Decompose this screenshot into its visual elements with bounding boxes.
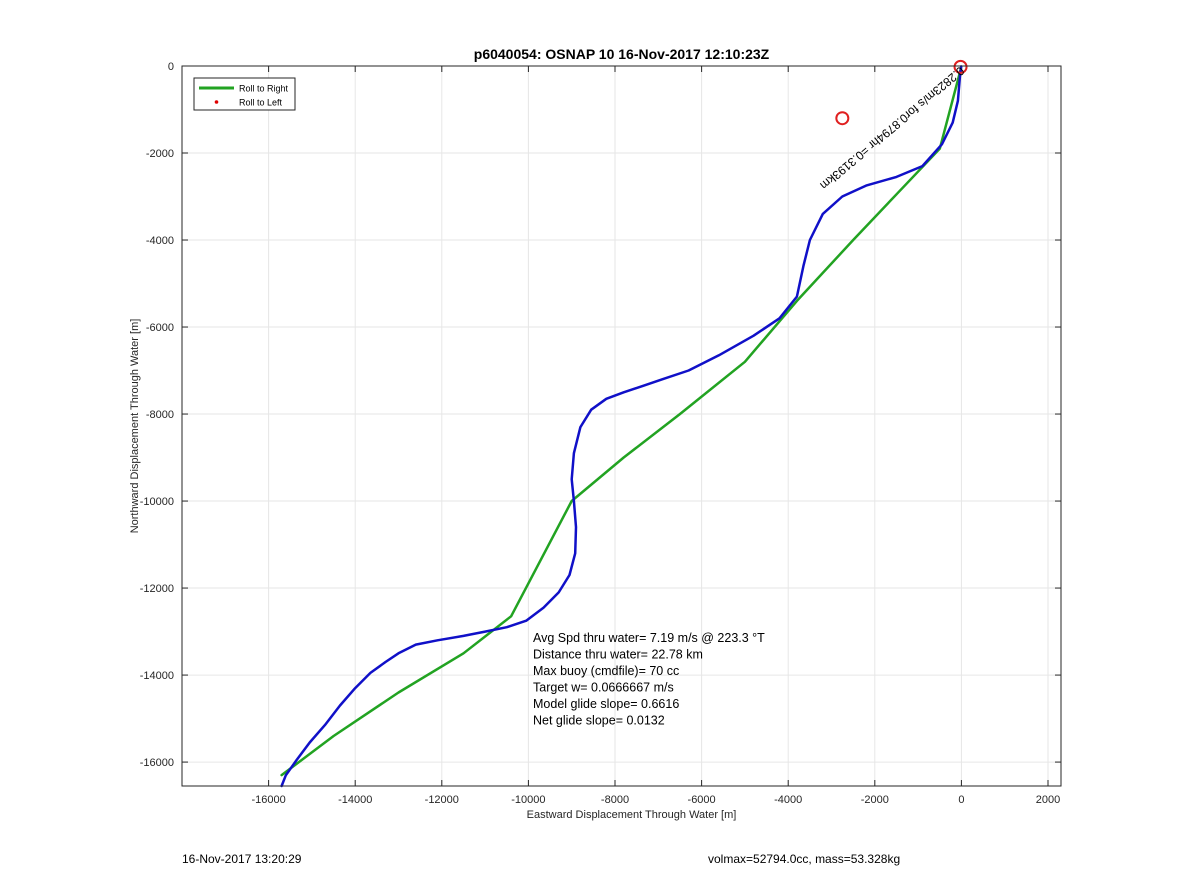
x-tick-label: -6000: [688, 794, 716, 806]
x-tick-label: -12000: [425, 794, 459, 806]
y-tick-label: -12000: [140, 583, 174, 595]
markers-group: [835, 59, 968, 126]
y-tick-label: -10000: [140, 496, 174, 508]
x-tick-label: 0: [958, 794, 964, 806]
plot-area-background: [182, 66, 1061, 786]
stats-line: Max buoy (cmdfile)= 70 cc: [533, 664, 679, 678]
x-tick-label: -14000: [338, 794, 372, 806]
y-axis: 0 -2000 -4000 -6000 -8000 -10000 -12000 -14000 -…: [140, 61, 1061, 769]
x-tick-label: -8000: [601, 794, 629, 806]
x-tick-label: -16000: [251, 794, 285, 806]
series-line-0: [280, 66, 963, 777]
stats-line: Avg Spd thru water= 7.19 m/s @ 223.3 °T: [533, 631, 765, 645]
footer-timestamp: 16-Nov-2017 13:20:29: [182, 852, 302, 866]
y-tick-label: 0: [168, 61, 174, 73]
y-tick-label: -6000: [146, 322, 174, 334]
y-tick-label: -4000: [146, 235, 174, 247]
x-axis-label: Eastward Displacement Through Water [m]: [527, 809, 737, 821]
x-tick-label: -4000: [774, 794, 802, 806]
y-tick-label: -2000: [146, 148, 174, 160]
stats-line: Model glide slope= 0.6616: [533, 697, 679, 711]
x-tick-label: -10000: [511, 794, 545, 806]
footer-volmax-mass: volmax=52794.0cc, mass=53.328kg: [708, 852, 901, 866]
legend-dot-swatch: [214, 100, 219, 104]
y-tick-label: -16000: [140, 757, 174, 769]
y-tick-label: -14000: [140, 670, 174, 682]
marker-circle: [835, 111, 850, 126]
chart-title: p6040054: OSNAP 10 16-Nov-2017 12:10:23Z: [474, 46, 770, 62]
plot-frame: [181, 65, 1062, 787]
stats-line: Target w= 0.0666667 m/s: [533, 681, 674, 695]
y-axis-label: Northward Displacement Through Water [m]: [129, 319, 141, 534]
series-line-1: [280, 65, 963, 788]
stats-annotation: Avg Spd thru water= 7.19 m/s @ 223.3 °T D…: [533, 631, 765, 728]
marker-circle: [953, 59, 968, 74]
y-tick-label: -8000: [146, 409, 174, 421]
legend-label: Roll to Left: [239, 98, 283, 108]
legend: Roll to Right Roll to Left: [193, 77, 296, 111]
stats-line: Distance thru water= 22.78 km: [533, 648, 703, 662]
legend-label: Roll to Right: [239, 84, 289, 94]
x-tick-label: -2000: [861, 794, 889, 806]
series-group: [280, 65, 963, 788]
legend-box: [193, 77, 296, 111]
x-tick-label: 2000: [1036, 794, 1060, 806]
x-axis: -16000 -14000 -12000 -10000 -8000 -6000 -4000 -…: [251, 66, 1060, 806]
stats-line: Net glide slope= 0.0132: [533, 714, 665, 728]
